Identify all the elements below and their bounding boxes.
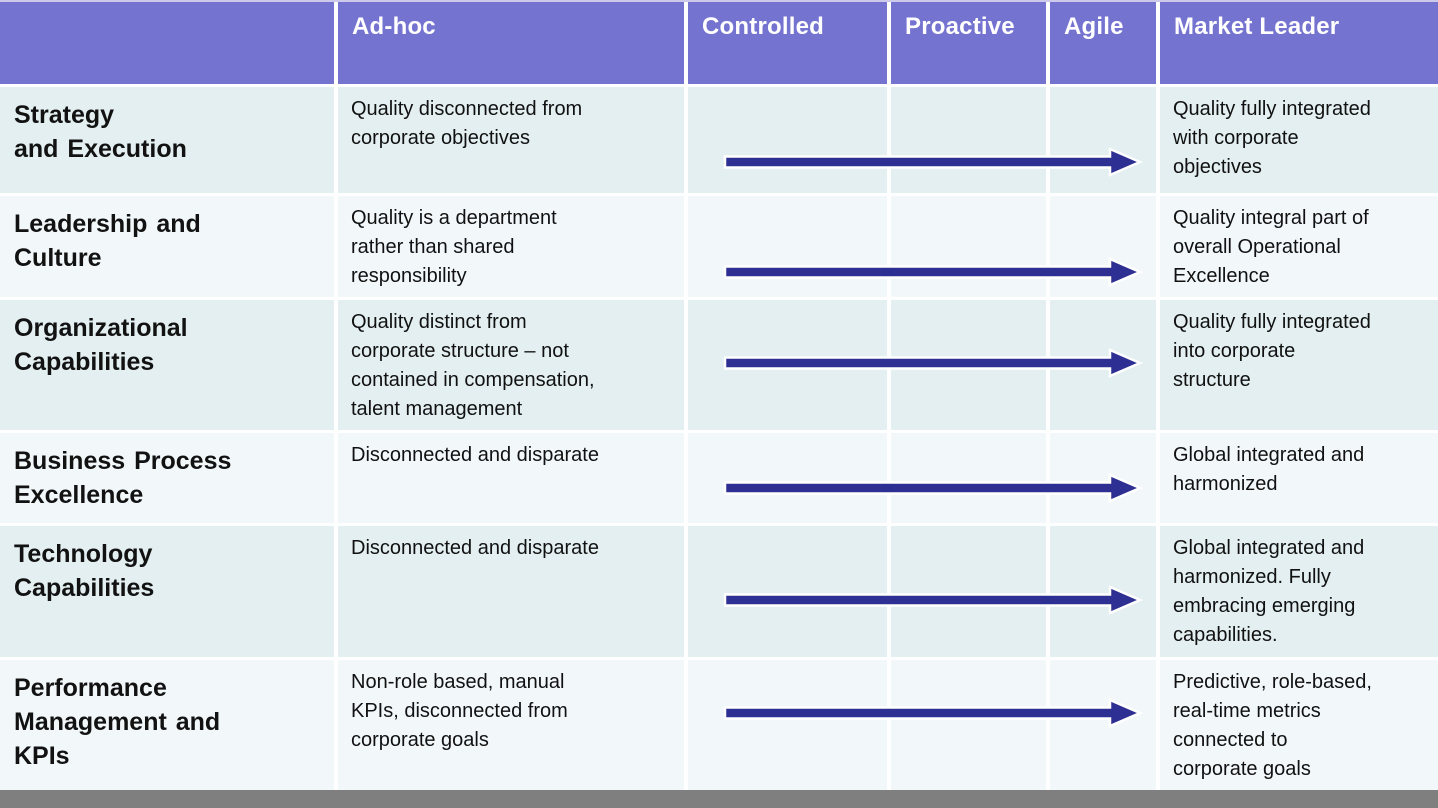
cell-agile: [1050, 526, 1156, 657]
cell-adhoc: Disconnected and disparate: [338, 433, 684, 523]
cell-proactive: [891, 433, 1046, 523]
column-header-controlled: Controlled: [688, 0, 887, 84]
cell-controlled: [688, 526, 887, 657]
cell-proactive: [891, 196, 1046, 297]
row-header: Business Process Excellence: [0, 433, 334, 523]
row-header: Performance Management and KPIs: [0, 660, 334, 790]
maturity-matrix-table: Ad-hoc Controlled Proactive Agile Market…: [0, 0, 1438, 790]
cell-market-leader: Global integrated and harmonized. Fully …: [1160, 526, 1438, 657]
header-top-border: [0, 0, 1438, 2]
cell-agile: [1050, 300, 1156, 430]
column-header-agile: Agile: [1050, 0, 1156, 84]
cell-adhoc: Disconnected and disparate: [338, 526, 684, 657]
cell-market-leader: Global integrated and harmonized: [1160, 433, 1438, 523]
cell-controlled: [688, 433, 887, 523]
cell-adhoc: Non-role based, manual KPIs, disconnecte…: [338, 660, 684, 790]
cell-adhoc: Quality disconnected from corporate obje…: [338, 87, 684, 193]
cell-agile: [1050, 196, 1156, 297]
cell-controlled: [688, 660, 887, 790]
cell-agile: [1050, 660, 1156, 790]
cell-controlled: [688, 196, 887, 297]
cell-market-leader: Quality fully integrated with corporate …: [1160, 87, 1438, 193]
cell-proactive: [891, 300, 1046, 430]
cell-market-leader: Quality fully integrated into corporate …: [1160, 300, 1438, 430]
column-header-proactive: Proactive: [891, 0, 1046, 84]
cell-controlled: [688, 300, 887, 430]
row-header: Strategy and Execution: [0, 87, 334, 193]
row-header: Technology Capabilities: [0, 526, 334, 657]
bottom-gray-bar: [0, 790, 1438, 808]
row-header: Organizational Capabilities: [0, 300, 334, 430]
cell-adhoc: Quality is a department rather than shar…: [338, 196, 684, 297]
row-header: Leadership and Culture: [0, 196, 334, 297]
column-header-adhoc: Ad-hoc: [338, 0, 684, 84]
cell-agile: [1050, 433, 1156, 523]
cell-proactive: [891, 660, 1046, 790]
cell-proactive: [891, 526, 1046, 657]
cell-market-leader: Predictive, role-based, real-time metric…: [1160, 660, 1438, 790]
cell-controlled: [688, 87, 887, 193]
cell-market-leader: Quality integral part of overall Operati…: [1160, 196, 1438, 297]
cell-agile: [1050, 87, 1156, 193]
cell-proactive: [891, 87, 1046, 193]
column-header-blank: [0, 0, 334, 84]
column-header-market-leader: Market Leader: [1160, 0, 1438, 84]
cell-adhoc: Quality distinct from corporate structur…: [338, 300, 684, 430]
